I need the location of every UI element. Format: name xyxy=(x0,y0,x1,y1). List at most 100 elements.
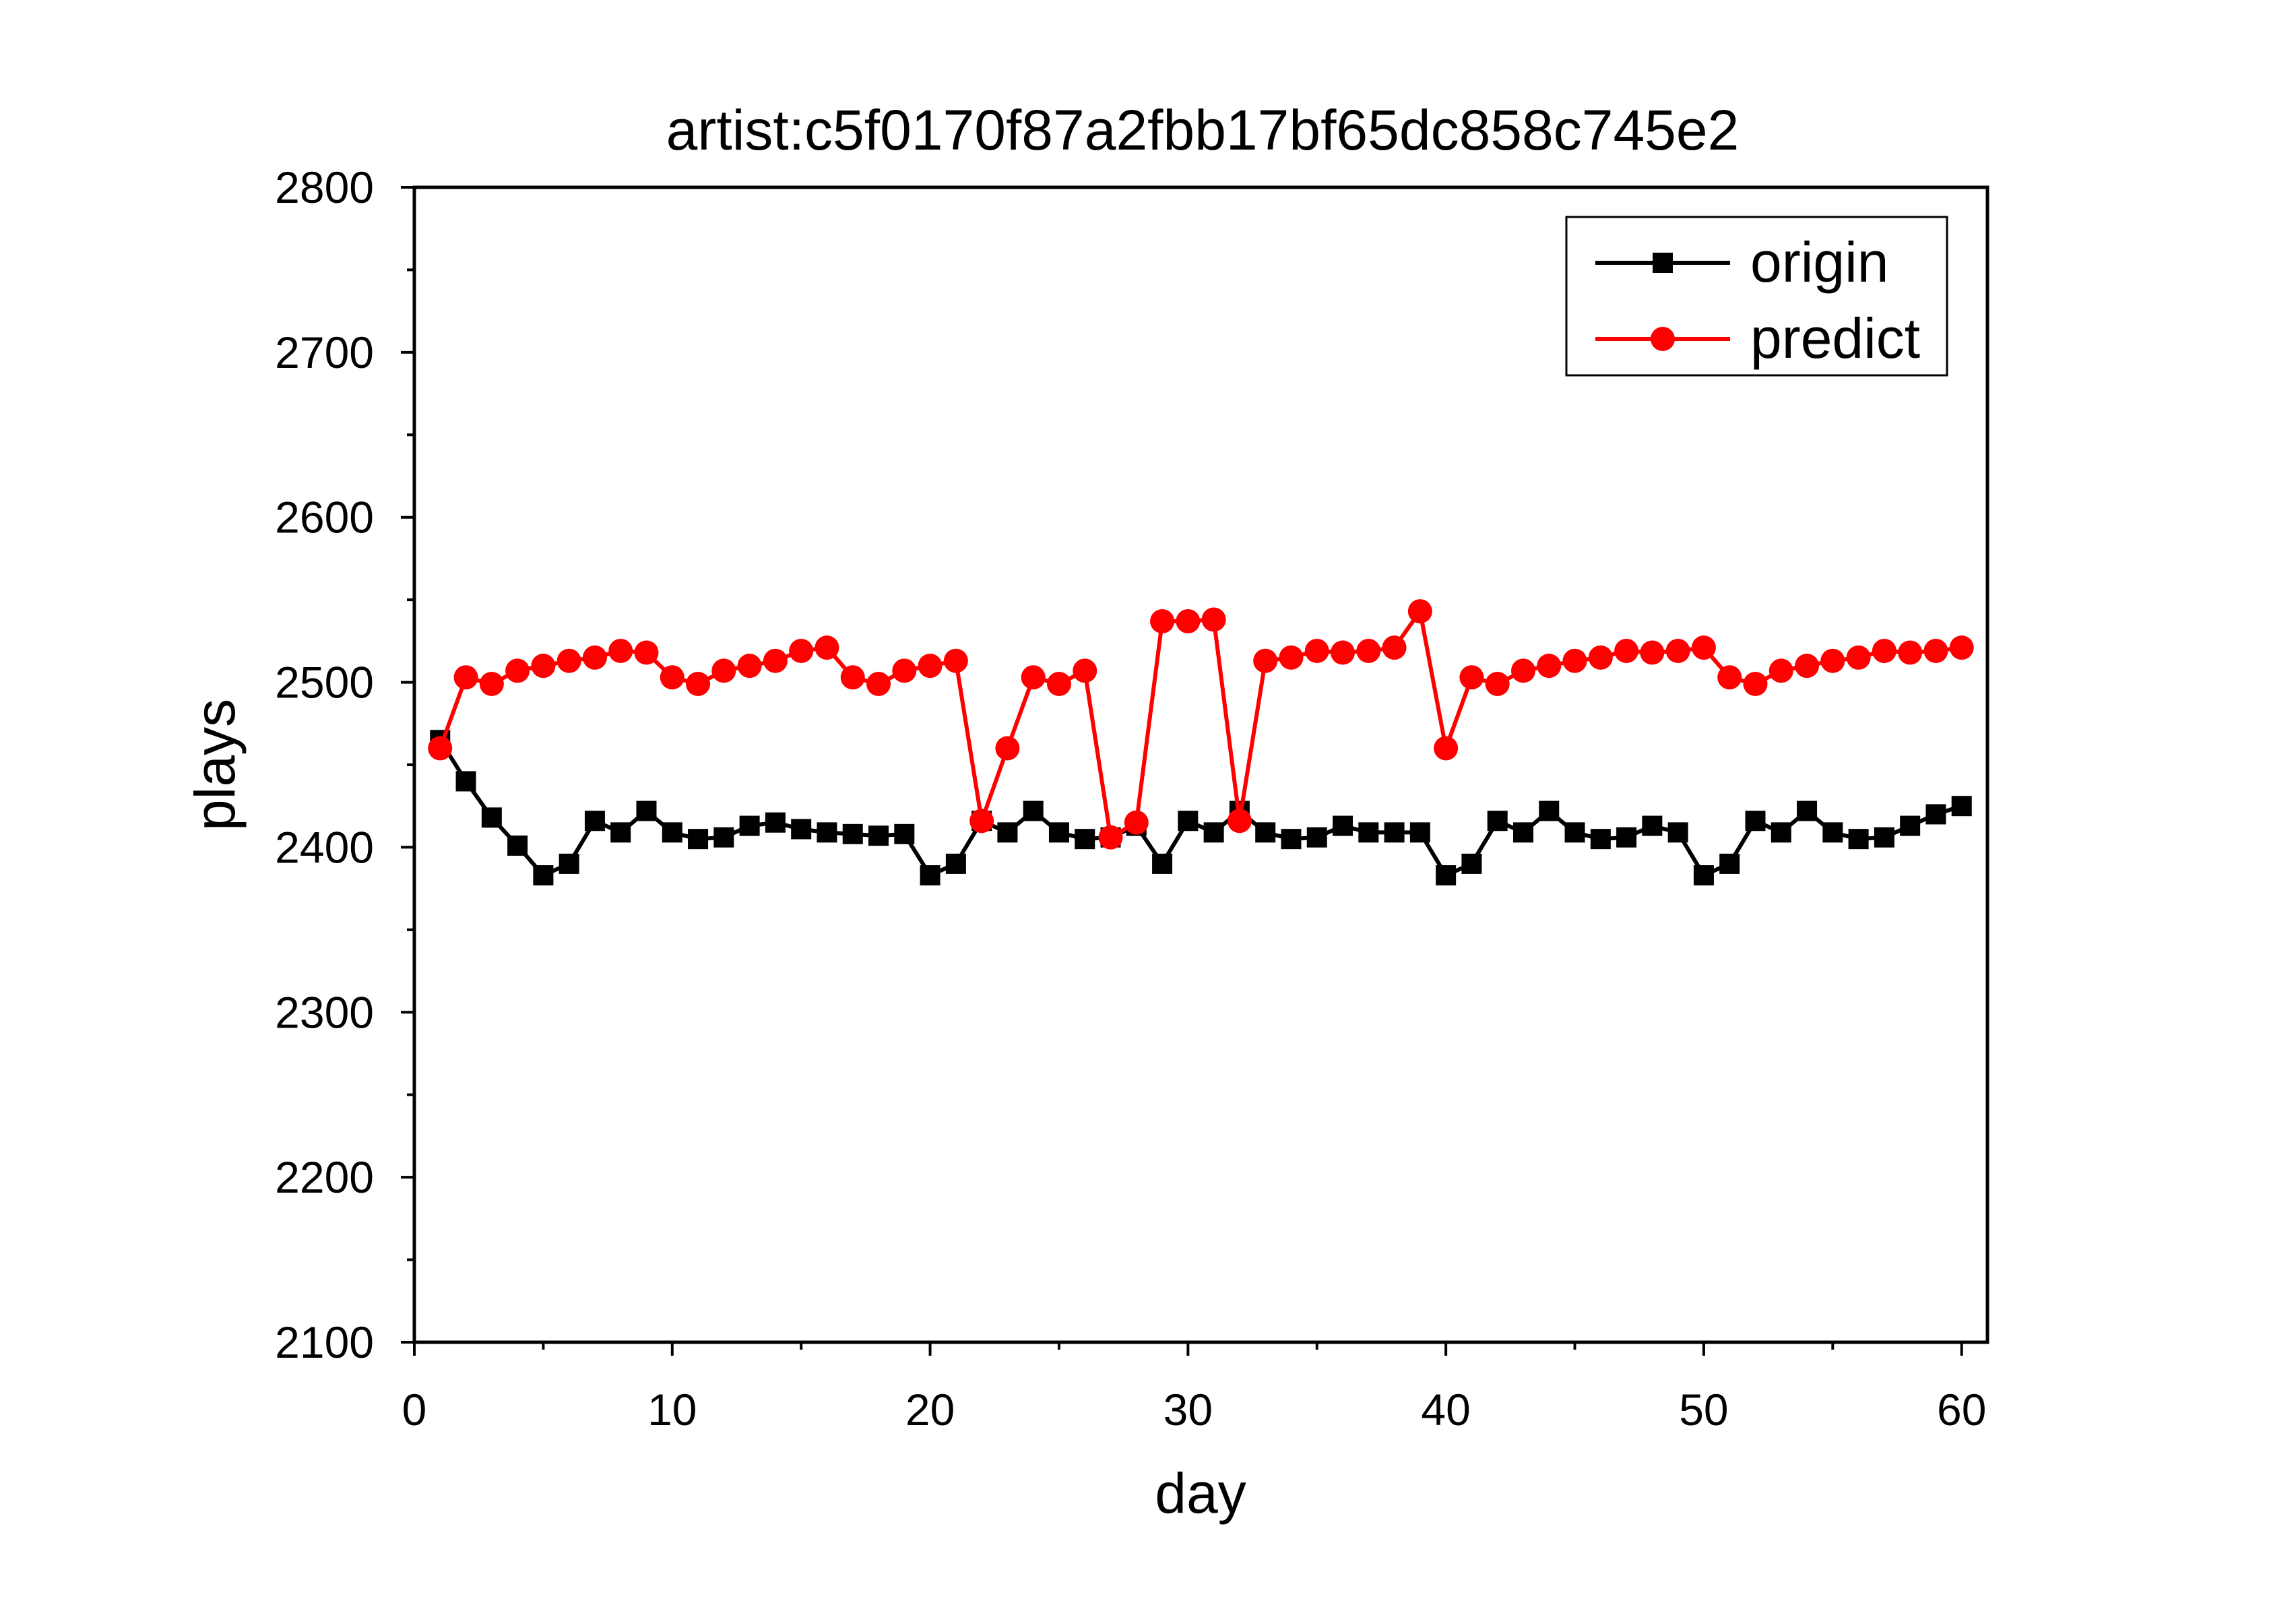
predict-point xyxy=(1485,672,1510,697)
predict-point xyxy=(918,654,943,679)
predict-point xyxy=(608,639,633,664)
origin-point xyxy=(765,812,786,833)
origin-point xyxy=(1255,822,1276,843)
predict-point xyxy=(737,654,762,679)
x-tick-label: 30 xyxy=(1163,1385,1213,1435)
origin-point xyxy=(1590,829,1611,850)
origin-point xyxy=(1719,853,1740,874)
predict-point xyxy=(1846,645,1871,670)
predict-point xyxy=(840,665,865,690)
origin-point xyxy=(455,771,476,792)
origin-point xyxy=(1512,822,1533,843)
predict-point xyxy=(479,672,504,697)
predict-point xyxy=(1279,645,1304,670)
predict-point xyxy=(711,658,736,683)
origin-point xyxy=(1306,827,1327,848)
predict-point xyxy=(582,645,607,670)
y-tick-label: 2200 xyxy=(275,1152,374,1202)
origin-point xyxy=(842,823,863,844)
y-tick-label: 2600 xyxy=(275,493,374,542)
y-tick-label: 2800 xyxy=(275,162,374,212)
predict-point xyxy=(1304,639,1329,664)
predict-point xyxy=(505,658,530,683)
predict-point xyxy=(943,648,968,673)
series-predict xyxy=(428,599,1974,850)
legend-box xyxy=(1565,216,1948,377)
predict-point xyxy=(453,665,478,690)
predict-line xyxy=(438,609,1963,840)
origin-point xyxy=(739,815,760,836)
origin-point xyxy=(1642,815,1663,836)
x-axis-ticks: 0 10 20 30 40 50 60 xyxy=(402,1342,1986,1435)
predict-point xyxy=(995,736,1020,761)
predict-point xyxy=(428,736,453,761)
legend-origin-label: origin xyxy=(1750,230,1888,294)
predict-point xyxy=(1046,672,1071,697)
predict-point xyxy=(1795,654,1820,679)
predict-point xyxy=(686,672,711,697)
predict-point xyxy=(556,648,581,673)
origin-point xyxy=(481,807,502,828)
series-layer xyxy=(428,599,1974,886)
y-tick-label: 2100 xyxy=(275,1317,374,1367)
origin-point xyxy=(1409,822,1430,843)
predict-point xyxy=(1717,665,1742,690)
origin-point xyxy=(1925,804,1946,825)
origin-point xyxy=(584,811,605,831)
predict-point xyxy=(815,635,839,660)
x-axis-title: day xyxy=(1155,1461,1246,1525)
origin-point xyxy=(1487,811,1508,831)
predict-point xyxy=(1356,639,1381,664)
origin-point xyxy=(1951,796,1972,817)
predict-point xyxy=(1872,639,1896,664)
legend-predict-label: predict xyxy=(1750,307,1920,370)
predict-point xyxy=(1098,825,1123,850)
predict-point xyxy=(1665,639,1690,664)
y-tick-label: 2400 xyxy=(275,822,374,872)
predict-point xyxy=(660,665,684,690)
predict-point xyxy=(763,648,788,673)
legend-predict-marker xyxy=(1651,327,1675,351)
origin-point xyxy=(817,822,837,843)
origin-point xyxy=(894,823,915,844)
predict-point xyxy=(1898,640,1923,665)
origin-point xyxy=(1358,822,1379,843)
origin-point xyxy=(1075,829,1095,850)
predict-point xyxy=(1021,665,1046,690)
x-tick-label: 20 xyxy=(905,1385,955,1435)
origin-point xyxy=(1436,865,1457,886)
origin-point xyxy=(1797,800,1818,821)
predict-point xyxy=(1434,736,1459,761)
predict-point xyxy=(1588,645,1613,670)
origin-point xyxy=(920,865,940,886)
predict-point xyxy=(866,672,891,697)
series-origin xyxy=(430,730,1972,886)
predict-point xyxy=(1150,608,1175,633)
predict-point xyxy=(1562,648,1587,673)
predict-point xyxy=(1537,654,1562,679)
x-tick-label: 40 xyxy=(1421,1385,1470,1435)
origin-point xyxy=(1848,829,1869,850)
predict-point xyxy=(1640,640,1665,665)
predict-point xyxy=(1201,607,1226,632)
origin-point xyxy=(1281,829,1302,850)
plot-area: 0 10 20 30 40 50 60 2100 2200 2300 2400 2500 2600 27… xyxy=(275,162,1989,1435)
origin-point xyxy=(1333,815,1353,836)
origin-point xyxy=(1048,822,1069,843)
origin-point xyxy=(1564,822,1585,843)
origin-point xyxy=(559,853,579,874)
origin-point xyxy=(945,853,966,874)
predict-point xyxy=(531,654,556,679)
predict-point xyxy=(1691,635,1716,660)
origin-point xyxy=(868,825,889,846)
origin-point xyxy=(1745,811,1766,831)
predict-point xyxy=(1073,658,1097,683)
origin-point xyxy=(688,829,709,850)
predict-point xyxy=(1227,809,1252,834)
predict-point xyxy=(969,809,994,834)
origin-point xyxy=(1384,822,1405,843)
predict-point xyxy=(1176,608,1201,633)
legend: origin predict xyxy=(1565,216,1948,377)
predict-point xyxy=(1923,639,1948,664)
predict-point xyxy=(1253,648,1278,673)
